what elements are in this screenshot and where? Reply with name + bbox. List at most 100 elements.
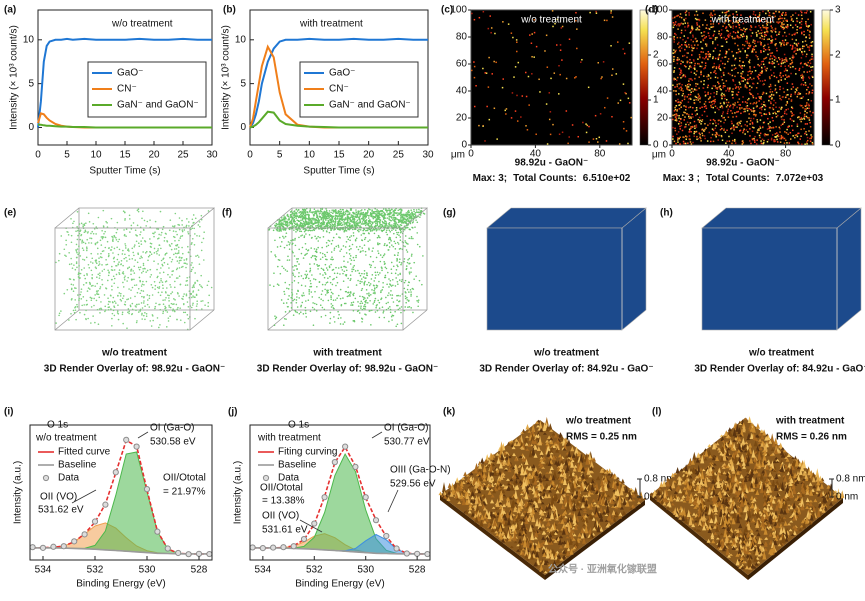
count-pixel	[762, 142, 764, 145]
render-dot	[122, 210, 125, 213]
y-tick-label: 60	[657, 59, 669, 70]
count-pixel	[685, 40, 688, 43]
render-dot	[372, 260, 375, 263]
count-pixel	[783, 112, 786, 115]
count-pixel	[707, 98, 710, 100]
count-pixel	[685, 45, 688, 48]
count-pixel	[748, 61, 751, 64]
count-pixel	[756, 82, 759, 85]
render-dot	[299, 228, 301, 231]
render-dot	[115, 237, 117, 239]
count-pixel	[674, 108, 677, 111]
render-dot	[79, 229, 82, 231]
count-pixel	[520, 116, 522, 118]
count-pixel	[803, 128, 805, 130]
count-pixel	[712, 66, 714, 69]
count-pixel	[686, 60, 689, 63]
count-pixel	[798, 116, 800, 118]
count-pixel	[722, 82, 725, 85]
count-pixel	[746, 82, 748, 84]
render-dot	[74, 309, 77, 311]
render-dot	[181, 224, 183, 226]
render-dot	[83, 259, 86, 261]
render-dot	[164, 305, 166, 308]
render-dot	[368, 247, 370, 250]
count-pixel	[775, 10, 777, 13]
render-dot	[353, 224, 356, 226]
count-pixel	[700, 51, 702, 53]
count-pixel	[761, 138, 764, 141]
count-pixel	[482, 125, 484, 127]
render-dot	[394, 242, 397, 245]
count-pixel	[737, 91, 740, 93]
render-dot	[376, 271, 379, 274]
render-dot	[118, 261, 120, 263]
render-dot	[273, 324, 276, 327]
count-pixel	[805, 92, 808, 95]
render-dot	[363, 215, 366, 217]
count-pixel	[799, 97, 802, 100]
render-dot	[340, 214, 343, 216]
count-pixel	[675, 90, 677, 92]
count-pixel	[782, 35, 784, 37]
count-pixel	[673, 37, 675, 40]
render-dot	[133, 245, 136, 248]
render-dot	[288, 259, 291, 261]
count-pixel	[799, 112, 802, 114]
render-dot	[361, 221, 364, 223]
count-pixel	[766, 133, 768, 136]
legend-label: GaO⁻	[329, 68, 355, 79]
count-pixel	[712, 50, 715, 52]
count-pixel	[771, 60, 774, 63]
render-dot	[363, 244, 366, 246]
count-pixel	[796, 87, 799, 89]
render-dot	[145, 312, 148, 315]
count-pixel	[689, 84, 691, 86]
count-pixel	[750, 108, 752, 111]
render-dot	[365, 314, 367, 316]
render-dot	[55, 261, 57, 264]
count-pixel	[707, 91, 709, 94]
count-pixel	[774, 102, 777, 104]
count-pixel	[715, 93, 718, 95]
render-dot	[330, 258, 332, 261]
count-pixel	[731, 50, 733, 53]
render-dot	[400, 263, 402, 266]
count-pixel	[516, 41, 518, 43]
count-pixel	[687, 37, 689, 39]
render-dot	[396, 257, 398, 260]
count-pixel	[751, 50, 754, 53]
render-dot	[352, 294, 355, 297]
count-pixel	[698, 19, 701, 22]
render-dot	[305, 270, 308, 272]
count-pixel	[686, 136, 688, 138]
count-pixel	[603, 19, 606, 22]
render-dot	[280, 299, 283, 301]
render-dot	[150, 325, 153, 327]
count-pixel	[744, 78, 746, 81]
render-dot	[286, 270, 289, 272]
count-pixel	[683, 18, 685, 21]
render-dot	[120, 292, 122, 295]
render-dot	[94, 285, 97, 287]
count-pixel	[781, 96, 784, 99]
render-dot	[274, 317, 277, 320]
render-dot	[362, 229, 365, 231]
count-pixel	[603, 106, 606, 109]
count-pixel	[708, 131, 711, 134]
render-dot	[400, 311, 402, 314]
render-dot	[416, 299, 418, 302]
render-dot	[86, 290, 89, 292]
count-pixel	[776, 49, 778, 52]
render-dot	[195, 308, 198, 311]
count-pixel	[712, 85, 715, 87]
count-pixel	[754, 26, 757, 28]
render-dot	[360, 278, 363, 280]
render-dot	[363, 296, 365, 299]
count-pixel	[810, 114, 813, 117]
count-pixel	[681, 87, 683, 90]
render-dot	[403, 228, 406, 231]
count-pixel	[734, 84, 737, 86]
render-dot	[107, 306, 110, 309]
render-dot	[157, 237, 159, 240]
